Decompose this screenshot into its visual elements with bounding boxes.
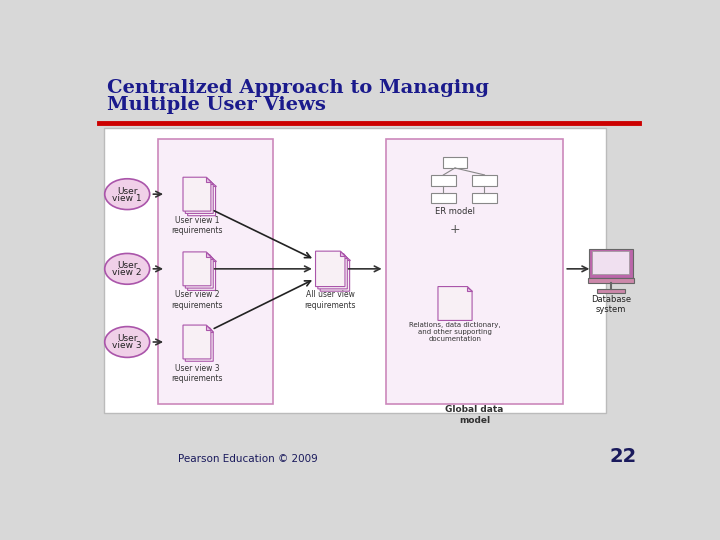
Polygon shape	[206, 177, 211, 182]
Polygon shape	[185, 179, 213, 213]
Polygon shape	[206, 325, 211, 330]
Polygon shape	[320, 256, 350, 291]
Ellipse shape	[104, 327, 150, 357]
Polygon shape	[438, 287, 472, 320]
Text: view 3: view 3	[112, 341, 142, 350]
Text: 22: 22	[610, 448, 637, 467]
Text: Database
system: Database system	[590, 295, 631, 314]
FancyBboxPatch shape	[593, 251, 629, 274]
Text: User: User	[117, 261, 138, 270]
Text: Relations, data dictionary,
and other supporting
documentation: Relations, data dictionary, and other su…	[409, 322, 501, 342]
Ellipse shape	[104, 179, 150, 210]
FancyBboxPatch shape	[431, 193, 456, 204]
Polygon shape	[341, 251, 345, 256]
Polygon shape	[345, 256, 350, 260]
Text: +: +	[450, 224, 460, 237]
Text: Centralized Approach to Managing: Centralized Approach to Managing	[107, 79, 489, 97]
Polygon shape	[188, 182, 215, 215]
Polygon shape	[209, 254, 213, 259]
FancyBboxPatch shape	[472, 175, 497, 186]
Polygon shape	[183, 325, 211, 359]
FancyBboxPatch shape	[589, 249, 632, 278]
Text: User view 3
requirements: User view 3 requirements	[171, 363, 222, 383]
Text: ER model: ER model	[435, 207, 475, 216]
Polygon shape	[206, 252, 211, 256]
FancyBboxPatch shape	[386, 139, 563, 404]
Text: view 1: view 1	[112, 193, 142, 202]
Text: All user view
requirements: All user view requirements	[305, 291, 356, 310]
FancyBboxPatch shape	[597, 289, 625, 293]
FancyBboxPatch shape	[104, 128, 606, 413]
Polygon shape	[315, 251, 345, 287]
Polygon shape	[209, 327, 213, 332]
Polygon shape	[209, 179, 213, 184]
Polygon shape	[183, 177, 211, 211]
Polygon shape	[343, 253, 347, 258]
Text: User: User	[117, 334, 138, 343]
FancyBboxPatch shape	[588, 278, 634, 284]
FancyBboxPatch shape	[472, 193, 497, 204]
Text: Pearson Education © 2009: Pearson Education © 2009	[179, 454, 318, 464]
Polygon shape	[318, 253, 347, 289]
Polygon shape	[185, 254, 213, 288]
Polygon shape	[211, 256, 215, 261]
Text: Multiple User Views: Multiple User Views	[107, 96, 326, 113]
Text: User view 1
requirements: User view 1 requirements	[171, 215, 222, 235]
Text: User view 2
requirements: User view 2 requirements	[171, 291, 222, 310]
Text: User: User	[117, 187, 138, 195]
Polygon shape	[467, 287, 472, 291]
Polygon shape	[183, 252, 211, 286]
Polygon shape	[185, 327, 213, 361]
Ellipse shape	[104, 253, 150, 284]
Polygon shape	[211, 182, 215, 186]
FancyBboxPatch shape	[158, 139, 273, 404]
Text: view 2: view 2	[112, 268, 142, 277]
Text: Global data
model: Global data model	[445, 405, 503, 424]
Polygon shape	[188, 256, 215, 291]
FancyBboxPatch shape	[431, 175, 456, 186]
FancyBboxPatch shape	[443, 157, 467, 168]
